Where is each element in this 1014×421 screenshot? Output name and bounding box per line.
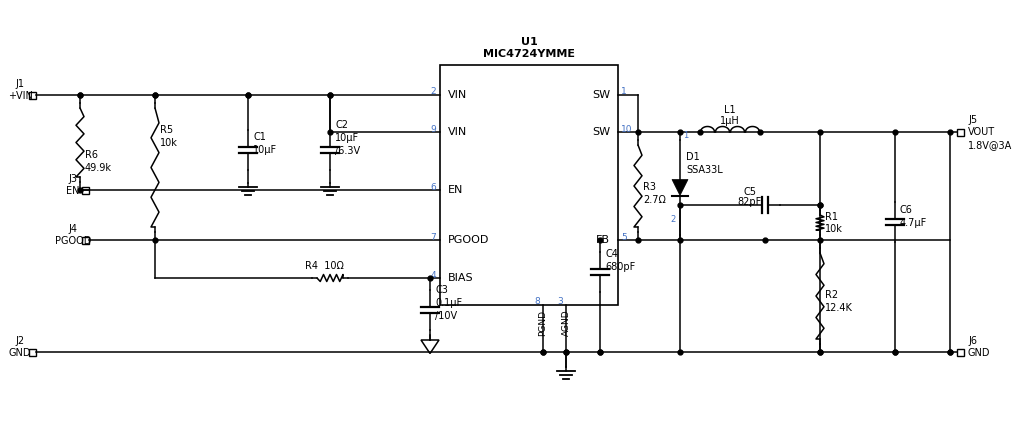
- Text: R1: R1: [825, 212, 838, 222]
- Text: AGND: AGND: [562, 310, 571, 336]
- Text: C3: C3: [435, 285, 448, 295]
- Text: SW: SW: [592, 127, 610, 137]
- Bar: [440, 65, 618, 305]
- Text: C6: C6: [900, 205, 913, 215]
- Text: R6: R6: [85, 150, 98, 160]
- Text: EN: EN: [448, 185, 463, 195]
- Text: GND: GND: [968, 348, 991, 358]
- Text: L1: L1: [724, 105, 736, 115]
- Text: 12.4K: 12.4K: [825, 303, 853, 313]
- Bar: [956, 128, 963, 136]
- Text: 4: 4: [430, 271, 436, 280]
- Bar: [28, 91, 35, 99]
- Text: J2: J2: [15, 336, 24, 346]
- Text: +VIN: +VIN: [7, 91, 32, 101]
- Text: 1: 1: [621, 88, 627, 96]
- Text: 8: 8: [534, 298, 540, 306]
- Text: 1.8V@3A: 1.8V@3A: [968, 140, 1012, 150]
- Text: MIC4724YMME: MIC4724YMME: [483, 49, 575, 59]
- Text: J3: J3: [69, 174, 77, 184]
- Text: 0.1μF: 0.1μF: [435, 298, 462, 308]
- Text: /6.3V: /6.3V: [335, 146, 360, 156]
- Text: 5: 5: [621, 232, 627, 242]
- Text: J4: J4: [69, 224, 77, 234]
- Text: VIN: VIN: [448, 127, 467, 137]
- Text: 10k: 10k: [160, 138, 177, 148]
- Polygon shape: [672, 179, 689, 195]
- Text: R5: R5: [160, 125, 173, 135]
- Text: 3: 3: [558, 298, 563, 306]
- Text: 10: 10: [621, 125, 633, 133]
- Text: R2: R2: [825, 290, 839, 300]
- Bar: [28, 349, 35, 355]
- Text: 1μH: 1μH: [720, 116, 740, 126]
- Text: FB: FB: [596, 235, 610, 245]
- Bar: [81, 237, 88, 243]
- Text: C4: C4: [605, 249, 618, 259]
- Text: J1: J1: [15, 79, 24, 89]
- Text: J6: J6: [968, 336, 977, 346]
- Text: D1: D1: [686, 152, 700, 162]
- Text: SSA33L: SSA33L: [686, 165, 723, 175]
- Text: R4  10Ω: R4 10Ω: [305, 261, 344, 271]
- Text: C1: C1: [254, 132, 266, 142]
- Text: C2: C2: [335, 120, 348, 130]
- Text: 6: 6: [430, 182, 436, 192]
- Text: J5: J5: [968, 115, 977, 125]
- Text: PGOOD: PGOOD: [55, 236, 91, 246]
- Text: R3: R3: [643, 182, 656, 192]
- Text: BIAS: BIAS: [448, 273, 474, 283]
- Text: 10k: 10k: [825, 224, 843, 234]
- Bar: [81, 187, 88, 194]
- Text: PGND: PGND: [538, 310, 548, 336]
- Text: 82pF: 82pF: [738, 197, 763, 207]
- Polygon shape: [421, 340, 439, 354]
- Bar: [956, 349, 963, 355]
- Text: U1: U1: [520, 37, 537, 47]
- Text: 2.7Ω: 2.7Ω: [643, 195, 666, 205]
- Text: GND: GND: [9, 348, 31, 358]
- Text: PGOOD: PGOOD: [448, 235, 490, 245]
- Text: VIN: VIN: [448, 90, 467, 100]
- Text: VOUT: VOUT: [968, 127, 995, 137]
- Text: EN: EN: [66, 186, 80, 196]
- Text: C5: C5: [743, 187, 756, 197]
- Text: 2: 2: [670, 216, 676, 224]
- Text: 2: 2: [430, 88, 436, 96]
- Text: 1: 1: [683, 131, 689, 141]
- Text: 10μF: 10μF: [254, 145, 277, 155]
- Text: /10V: /10V: [435, 311, 457, 321]
- Text: 9: 9: [430, 125, 436, 133]
- Text: SW: SW: [592, 90, 610, 100]
- Text: 10μF: 10μF: [335, 133, 359, 143]
- Text: 7: 7: [430, 232, 436, 242]
- Text: 4.7μF: 4.7μF: [900, 218, 927, 228]
- Text: 49.9k: 49.9k: [85, 163, 112, 173]
- Text: 680pF: 680pF: [605, 262, 635, 272]
